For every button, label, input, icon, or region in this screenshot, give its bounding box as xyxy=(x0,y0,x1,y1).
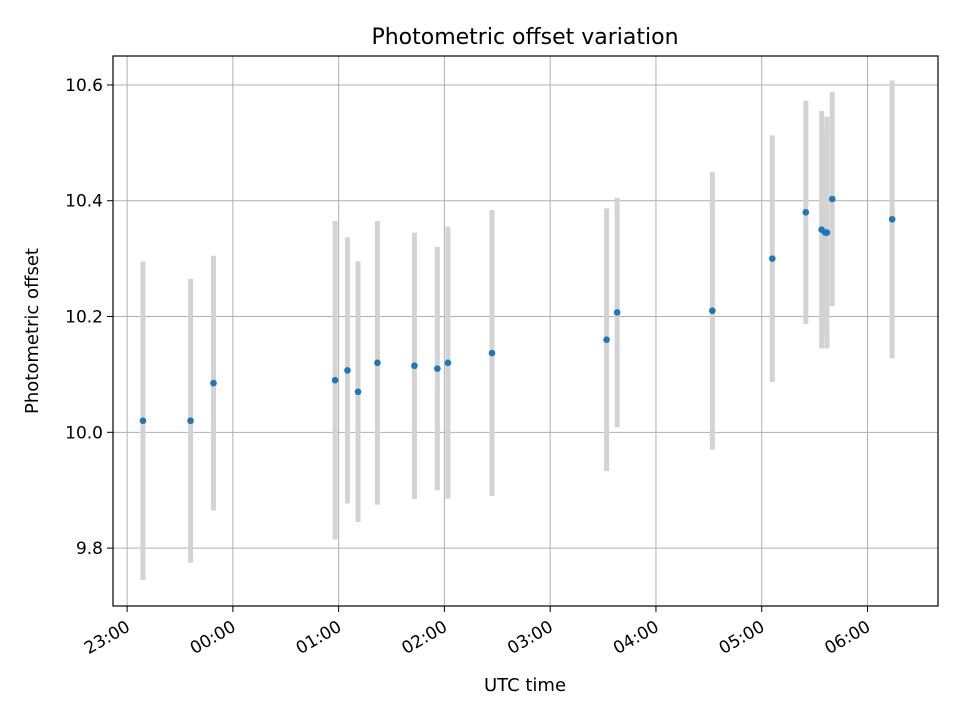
data-point xyxy=(823,229,831,236)
data-point xyxy=(210,379,217,387)
data-point xyxy=(613,309,621,316)
data-point xyxy=(331,376,339,384)
x-tick-label: 05:00 xyxy=(716,617,768,659)
data-point xyxy=(603,336,610,343)
y-tick-label: 10.0 xyxy=(65,423,103,443)
x-tick-label: 01:00 xyxy=(293,617,345,659)
data-point xyxy=(802,209,810,216)
y-axis-ticks: 9.8 10.0 10.2 10.4 10.6 xyxy=(65,76,113,559)
y-tick-label: 10.4 xyxy=(65,192,103,212)
x-gridlines xyxy=(126,56,868,606)
y-tick-label: 10.6 xyxy=(65,76,103,96)
data-point xyxy=(354,388,362,396)
data-point xyxy=(344,367,351,374)
data-point xyxy=(828,195,836,203)
plot-frame xyxy=(112,55,939,607)
x-tick-label: 06:00 xyxy=(822,617,874,659)
x-axis-label: UTC time xyxy=(484,675,566,696)
data-point xyxy=(374,359,381,367)
error-bars xyxy=(140,80,895,580)
x-tick-label: 02:00 xyxy=(398,617,450,659)
x-axis-ticks: 23:00 00:00 01:00 02:00 03:00 04:00 05:00 06:00 xyxy=(81,606,874,659)
data-point xyxy=(888,215,896,223)
x-tick-label: 04:00 xyxy=(610,617,662,659)
x-tick-label: 23:00 xyxy=(81,617,133,659)
data-points xyxy=(139,195,896,425)
y-tick-label: 9.8 xyxy=(76,539,103,559)
data-point xyxy=(187,417,194,425)
y-axis-label: Photometric offset xyxy=(22,248,43,414)
y-gridlines xyxy=(113,84,938,549)
data-point xyxy=(434,365,441,372)
data-point xyxy=(488,349,496,357)
data-point xyxy=(411,362,418,370)
x-tick-label: 03:00 xyxy=(504,617,556,659)
data-point xyxy=(768,255,776,262)
data-point xyxy=(139,417,147,425)
y-tick-label: 10.2 xyxy=(65,308,103,328)
x-tick-label: 00:00 xyxy=(187,617,239,659)
chart-title: Photometric offset variation xyxy=(371,25,678,50)
data-point xyxy=(444,359,452,367)
data-point xyxy=(709,307,716,315)
